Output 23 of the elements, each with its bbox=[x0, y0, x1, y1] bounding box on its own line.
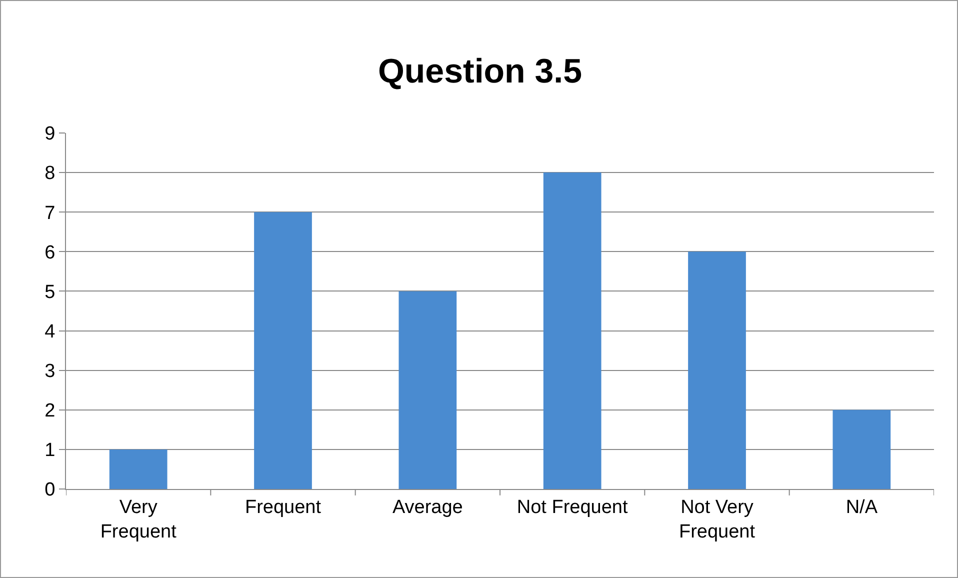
y-tick-label: 2 bbox=[44, 400, 56, 422]
y-tick-label: 1 bbox=[44, 440, 56, 462]
x-tick-label: Average bbox=[392, 496, 463, 518]
x-tick-label: Frequent bbox=[244, 496, 322, 518]
bar bbox=[543, 172, 602, 489]
y-tick-label: 7 bbox=[44, 202, 56, 224]
bar bbox=[832, 410, 891, 489]
y-tick-label: 5 bbox=[44, 282, 56, 303]
y-tick-label: 6 bbox=[44, 242, 56, 264]
bar bbox=[398, 291, 457, 489]
x-tick-label: N/A bbox=[846, 496, 878, 518]
x-tick-label: Not Very Frequent bbox=[678, 496, 756, 542]
y-tick-label: 8 bbox=[44, 163, 56, 184]
chart-title: Question 3.5 bbox=[378, 52, 582, 90]
y-tick-label: 4 bbox=[44, 321, 56, 342]
bar bbox=[109, 449, 168, 489]
y-tick-label: 9 bbox=[44, 124, 56, 145]
x-tick-label: Not Frequent bbox=[516, 496, 628, 518]
bar bbox=[254, 212, 312, 489]
bar bbox=[688, 252, 746, 489]
x-tick-label: Very Frequent bbox=[100, 496, 178, 542]
y-tick-label: 3 bbox=[44, 360, 56, 382]
y-tick-label: 0 bbox=[44, 480, 56, 501]
